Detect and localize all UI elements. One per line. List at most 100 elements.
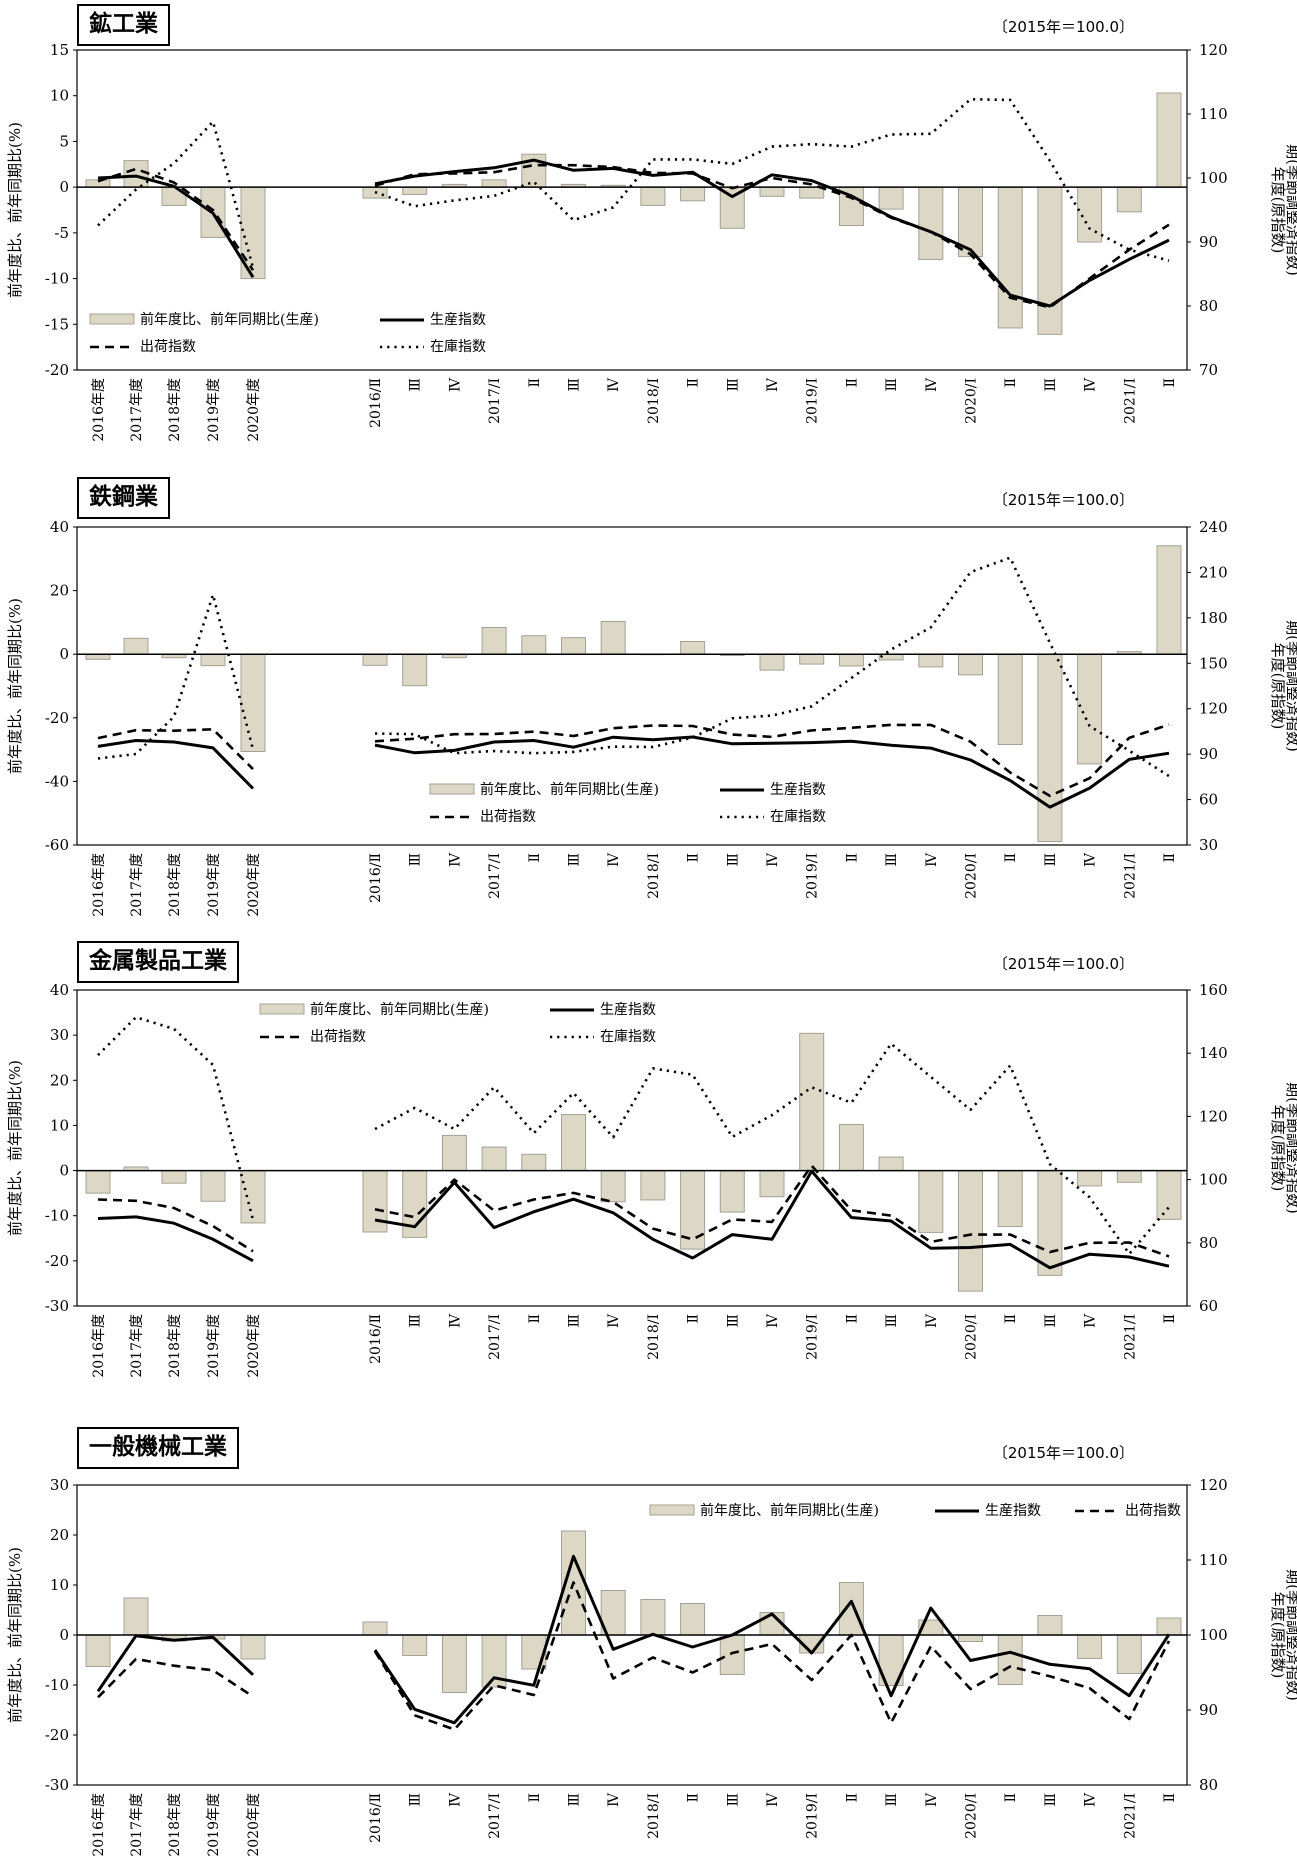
right-tick-label: 60	[1199, 791, 1218, 809]
bar	[878, 186, 904, 210]
x-tick-label: 2020/Ⅰ	[964, 378, 980, 424]
x-tick-label: 2017/Ⅰ	[487, 1793, 503, 1839]
bar	[1037, 653, 1063, 843]
x-tick-label: Ⅱ	[527, 1314, 543, 1324]
x-tick-label: 2017年度	[129, 1314, 145, 1378]
x-tick-label: 2020年度	[246, 853, 262, 917]
right-tick-label: 100	[1199, 169, 1228, 187]
bar	[1156, 92, 1182, 188]
legend-label-shipment: 出荷指数	[480, 809, 536, 825]
left-tick-label: 15	[50, 41, 69, 59]
x-tick-label: Ⅲ	[725, 1314, 741, 1328]
x-tick-label: 2017/Ⅰ	[487, 853, 503, 899]
right-tick-label: 80	[1199, 1234, 1218, 1252]
legend-label-inventory: 在庫指数	[430, 338, 486, 355]
shipment-line	[97, 1657, 254, 1699]
x-tick-label: Ⅱ	[844, 1314, 860, 1324]
x-tick-label: 2018年度	[167, 1314, 183, 1378]
bar	[838, 1124, 864, 1172]
plot-frame	[76, 49, 1188, 371]
bar	[799, 1032, 825, 1172]
bar	[1156, 545, 1182, 655]
right-tick-label: 140	[1199, 1044, 1228, 1062]
x-tick-label: 2019/Ⅰ	[805, 378, 821, 424]
right-axis-title: 年度(原指数)	[1269, 643, 1287, 730]
x-tick-label: Ⅱ	[686, 378, 702, 388]
right-tick-label: 110	[1199, 1551, 1228, 1569]
bar	[799, 653, 825, 665]
x-tick-label: Ⅲ	[884, 1314, 900, 1328]
left-axis-title: 前年度比、前年同期比(%)	[6, 122, 24, 298]
bar	[123, 160, 149, 188]
x-tick-label: 2020/Ⅰ	[964, 1314, 980, 1360]
bar	[402, 186, 428, 195]
bar	[838, 186, 864, 227]
left-axis-title: 前年度比、前年同期比(%)	[6, 1547, 24, 1723]
x-tick-label: Ⅳ	[765, 377, 781, 392]
right-tick-label: 70	[1199, 361, 1218, 379]
left-tick-label: 0	[59, 1626, 69, 1644]
panel-title: 鉱工業	[77, 4, 170, 46]
bar	[1077, 653, 1103, 765]
chart-svg-general-machinery: -30 -20 -10 0 10 20 30 80 90 100 110 120 2016年度 2017年…	[6, 1476, 1297, 1857]
right-tick-label: 120	[1199, 1107, 1228, 1125]
x-tick-label: Ⅱ	[686, 1793, 702, 1803]
right-tick-label: 120	[1199, 1476, 1228, 1494]
panel-mining-manufacturing: -20 -15 -10 -5 0 5 10 15 70 80 90 100 110 120 2016年度 20…	[0, 0, 1297, 465]
x-tick-label: 2019年度	[206, 378, 222, 442]
x-tick-label: Ⅳ	[924, 852, 940, 867]
x-tick-label: Ⅱ	[1162, 378, 1178, 388]
bar	[878, 1156, 904, 1172]
production-line	[374, 735, 1170, 809]
shipment-line	[97, 1198, 254, 1253]
left-tick-label: 10	[50, 87, 69, 105]
panel-metal-products: -30 -20 -10 0 10 20 30 40 60 80 100 120 140 160 2016年度…	[0, 930, 1297, 1395]
bar	[719, 1634, 745, 1675]
x-tick-label: 2016年度	[91, 853, 107, 917]
bar	[838, 653, 864, 667]
bar	[85, 1170, 111, 1194]
panel-title: 鉄鋼業	[77, 477, 170, 519]
x-tick-label: 2016/Ⅱ	[368, 1314, 384, 1364]
plot-frame	[76, 526, 1188, 846]
left-axis-title: 前年度比、前年同期比(%)	[6, 598, 24, 774]
x-tick-label: Ⅳ	[765, 1792, 781, 1807]
right-tick-label: 110	[1199, 105, 1228, 123]
bar	[481, 179, 507, 188]
bar	[1077, 186, 1103, 243]
left-tick-label: -40	[45, 772, 69, 790]
legend-label-bar: 前年度比、前年同期比(生産)	[700, 1502, 879, 1519]
left-tick-label: -10	[45, 1207, 69, 1225]
bar	[1037, 1615, 1063, 1636]
bar	[481, 626, 507, 655]
bar	[838, 1582, 864, 1636]
left-tick-label: -20	[45, 361, 69, 379]
bar	[481, 1146, 507, 1172]
x-tick-label: Ⅲ	[725, 378, 741, 392]
x-tick-label: 2018/Ⅰ	[646, 853, 662, 899]
production-line	[374, 158, 1170, 308]
x-tick-label: Ⅱ	[686, 853, 702, 863]
x-tick-label: Ⅲ	[567, 1314, 583, 1328]
bar	[719, 186, 745, 229]
bar	[640, 1170, 666, 1201]
bar	[1037, 186, 1063, 335]
right-tick-label: 90	[1199, 745, 1218, 763]
legend-swatch-bar	[429, 783, 475, 795]
x-tick-label: 2017年度	[129, 853, 145, 917]
x-tick-label: 2021/Ⅰ	[1122, 378, 1138, 424]
chart-svg-metal-products: -30 -20 -10 0 10 20 30 40 60 80 100 120 140 160 2016年度…	[6, 981, 1297, 1378]
x-tick-label: Ⅳ	[1083, 1313, 1099, 1328]
right-tick-label: 240	[1199, 518, 1228, 536]
bar	[918, 653, 944, 668]
inventory-line	[374, 1042, 1170, 1256]
legend-label-shipment: 出荷指数	[140, 339, 196, 355]
bar	[561, 637, 586, 655]
x-tick-label: 2018/Ⅰ	[646, 1793, 662, 1839]
right-tick-label: 120	[1199, 700, 1228, 718]
bar	[1077, 1170, 1103, 1187]
x-tick-label: Ⅲ	[725, 853, 741, 867]
bar	[997, 186, 1023, 329]
